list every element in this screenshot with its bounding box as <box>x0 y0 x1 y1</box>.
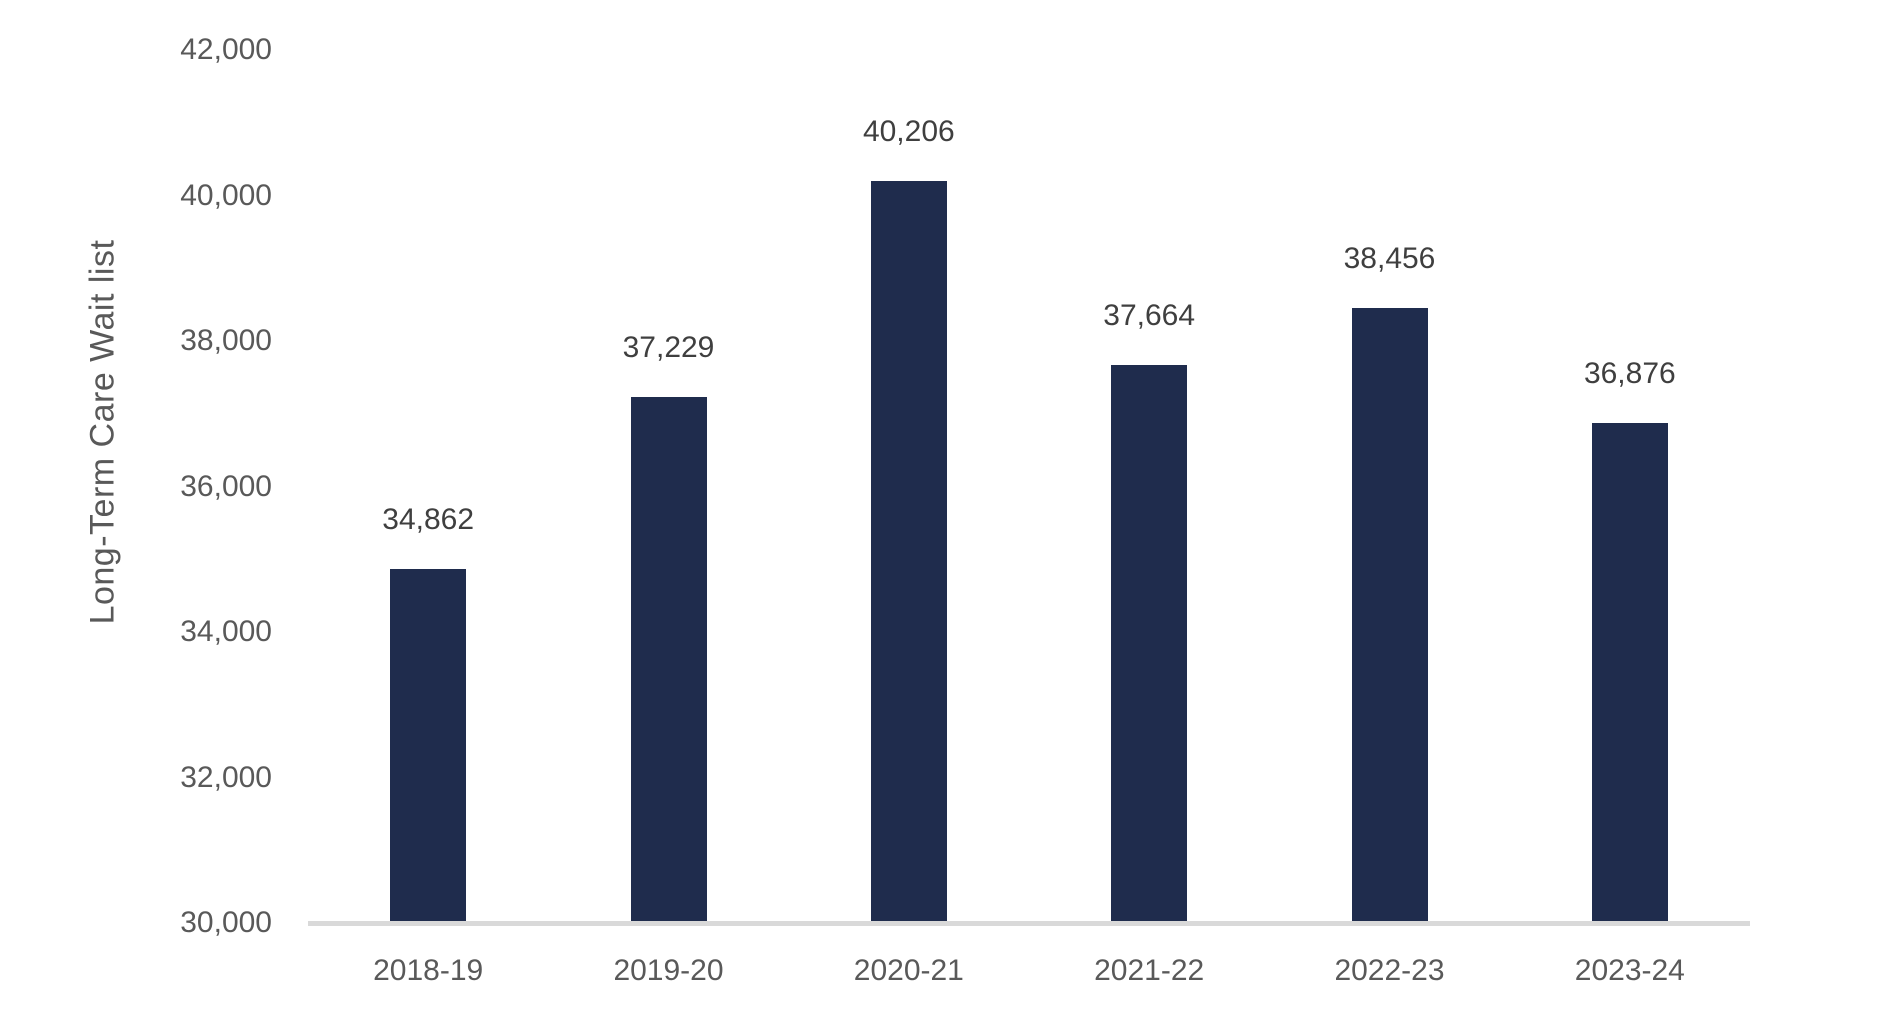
y-tick-label: 32,000 <box>180 760 272 794</box>
bar-value-label: 37,664 <box>1103 299 1196 333</box>
bar <box>390 569 467 923</box>
bar <box>630 397 707 923</box>
x-tick-label: 2023-24 <box>1574 954 1685 987</box>
bar-value-label: 36,876 <box>1583 356 1676 390</box>
y-tick-label: 38,000 <box>180 324 272 357</box>
y-axis-title: Long-Term Care Wait list <box>83 239 122 625</box>
bar-value-label: 40,206 <box>862 114 955 148</box>
x-tick-label: 2021-22 <box>1094 954 1205 987</box>
bar-value-label: 34,862 <box>382 503 475 537</box>
x-axis-line <box>308 921 1750 926</box>
y-tick-label: 34,000 <box>180 615 272 648</box>
x-tick-label: 2022-23 <box>1334 954 1445 987</box>
bar <box>870 180 947 923</box>
bar <box>1111 365 1188 923</box>
plot-area <box>308 50 1750 923</box>
bar <box>1591 422 1668 923</box>
y-tick-label: 42,000 <box>180 33 272 66</box>
y-tick-label: 30,000 <box>180 906 272 939</box>
x-tick-label: 2019-20 <box>613 954 724 987</box>
bar-value-label: 37,229 <box>622 331 715 365</box>
x-tick-label: 2018-19 <box>373 954 484 987</box>
bar-value-label: 38,456 <box>1343 241 1436 275</box>
bar <box>1351 307 1428 923</box>
y-tick-label: 40,000 <box>180 178 272 212</box>
x-tick-label: 2020-21 <box>853 954 964 987</box>
y-tick-label: 36,000 <box>180 469 272 503</box>
